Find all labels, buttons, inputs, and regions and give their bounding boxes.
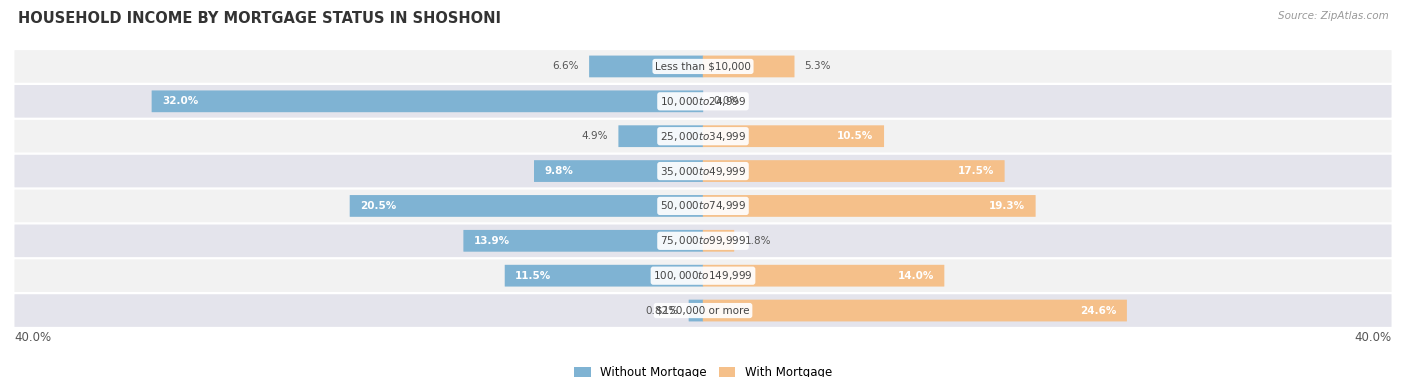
FancyBboxPatch shape bbox=[703, 125, 884, 147]
FancyBboxPatch shape bbox=[689, 300, 703, 322]
FancyBboxPatch shape bbox=[703, 265, 945, 287]
Text: 20.5%: 20.5% bbox=[360, 201, 396, 211]
Text: $75,000 to $99,999: $75,000 to $99,999 bbox=[659, 234, 747, 247]
Text: 32.0%: 32.0% bbox=[162, 96, 198, 106]
FancyBboxPatch shape bbox=[619, 125, 703, 147]
Text: 0.0%: 0.0% bbox=[713, 96, 740, 106]
FancyBboxPatch shape bbox=[703, 55, 794, 77]
Text: 1.8%: 1.8% bbox=[744, 236, 770, 246]
FancyBboxPatch shape bbox=[14, 259, 1392, 293]
FancyBboxPatch shape bbox=[14, 294, 1392, 328]
FancyBboxPatch shape bbox=[703, 300, 1126, 322]
FancyBboxPatch shape bbox=[14, 119, 1392, 153]
Text: 9.8%: 9.8% bbox=[544, 166, 574, 176]
FancyBboxPatch shape bbox=[14, 154, 1392, 188]
FancyBboxPatch shape bbox=[703, 230, 734, 252]
Text: $10,000 to $24,999: $10,000 to $24,999 bbox=[659, 95, 747, 108]
FancyBboxPatch shape bbox=[505, 265, 703, 287]
Text: 5.3%: 5.3% bbox=[804, 61, 831, 72]
Text: 13.9%: 13.9% bbox=[474, 236, 510, 246]
Text: 11.5%: 11.5% bbox=[515, 271, 551, 281]
FancyBboxPatch shape bbox=[703, 195, 1036, 217]
FancyBboxPatch shape bbox=[14, 224, 1392, 258]
Text: $100,000 to $149,999: $100,000 to $149,999 bbox=[654, 269, 752, 282]
Text: 6.6%: 6.6% bbox=[553, 61, 579, 72]
FancyBboxPatch shape bbox=[152, 90, 703, 112]
Text: 24.6%: 24.6% bbox=[1080, 305, 1116, 316]
Text: $25,000 to $34,999: $25,000 to $34,999 bbox=[659, 130, 747, 143]
Text: 4.9%: 4.9% bbox=[582, 131, 609, 141]
Text: 17.5%: 17.5% bbox=[957, 166, 994, 176]
FancyBboxPatch shape bbox=[14, 49, 1392, 83]
FancyBboxPatch shape bbox=[703, 160, 1005, 182]
FancyBboxPatch shape bbox=[589, 55, 703, 77]
Legend: Without Mortgage, With Mortgage: Without Mortgage, With Mortgage bbox=[569, 361, 837, 377]
Text: 14.0%: 14.0% bbox=[897, 271, 934, 281]
Text: $50,000 to $74,999: $50,000 to $74,999 bbox=[659, 199, 747, 212]
FancyBboxPatch shape bbox=[14, 84, 1392, 118]
Text: Less than $10,000: Less than $10,000 bbox=[655, 61, 751, 72]
Text: 40.0%: 40.0% bbox=[1355, 331, 1392, 344]
Text: Source: ZipAtlas.com: Source: ZipAtlas.com bbox=[1278, 11, 1389, 21]
Text: $35,000 to $49,999: $35,000 to $49,999 bbox=[659, 165, 747, 178]
FancyBboxPatch shape bbox=[14, 189, 1392, 223]
Text: 10.5%: 10.5% bbox=[837, 131, 873, 141]
FancyBboxPatch shape bbox=[534, 160, 703, 182]
Text: HOUSEHOLD INCOME BY MORTGAGE STATUS IN SHOSHONI: HOUSEHOLD INCOME BY MORTGAGE STATUS IN S… bbox=[18, 11, 502, 26]
FancyBboxPatch shape bbox=[464, 230, 703, 252]
Text: 0.82%: 0.82% bbox=[645, 305, 679, 316]
Text: 19.3%: 19.3% bbox=[988, 201, 1025, 211]
Text: 40.0%: 40.0% bbox=[14, 331, 51, 344]
Text: $150,000 or more: $150,000 or more bbox=[657, 305, 749, 316]
FancyBboxPatch shape bbox=[350, 195, 703, 217]
